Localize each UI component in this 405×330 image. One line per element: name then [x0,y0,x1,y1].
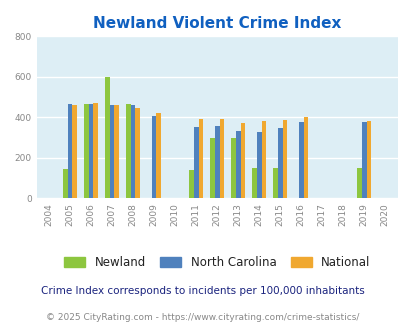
Title: Newland Violent Crime Index: Newland Violent Crime Index [93,16,341,31]
Bar [366,121,370,198]
Bar [273,168,277,198]
Bar [219,119,224,198]
Bar [303,117,307,198]
Bar [361,122,366,198]
Bar [126,104,130,198]
Bar [189,170,194,198]
Bar [252,168,256,198]
Bar [105,77,110,198]
Bar [356,168,361,198]
Bar [210,138,214,198]
Bar [89,104,93,198]
Bar [194,127,198,198]
Bar [72,105,77,198]
Bar [63,169,68,198]
Bar [235,131,240,198]
Bar [135,108,140,198]
Bar [298,122,303,198]
Text: Crime Index corresponds to incidents per 100,000 inhabitants: Crime Index corresponds to incidents per… [41,286,364,296]
Bar [214,126,219,198]
Bar [110,105,114,198]
Bar [130,105,135,198]
Bar [277,128,282,198]
Bar [261,121,266,198]
Bar [282,119,286,198]
Bar [231,138,235,198]
Bar [198,119,202,198]
Text: © 2025 CityRating.com - https://www.cityrating.com/crime-statistics/: © 2025 CityRating.com - https://www.city… [46,313,359,322]
Legend: Newland, North Carolina, National: Newland, North Carolina, National [60,252,373,273]
Bar [240,123,245,198]
Bar [151,116,156,198]
Bar [256,132,261,198]
Bar [156,113,161,198]
Bar [114,105,119,198]
Bar [68,104,72,198]
Bar [84,104,89,198]
Bar [93,103,98,198]
